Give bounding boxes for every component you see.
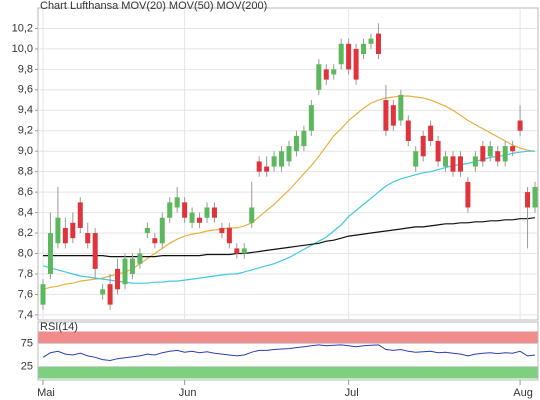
candle-body: [279, 151, 285, 167]
legend-entry: MOV(50): [169, 0, 214, 12]
candle-body: [226, 227, 232, 244]
x-tick-label: Jun: [179, 387, 197, 399]
candle-body: [144, 227, 150, 234]
candle-body: [249, 207, 255, 223]
candle-body: [390, 105, 396, 126]
candle-body: [234, 248, 240, 254]
candle-body: [301, 130, 307, 147]
candle-body: [159, 217, 165, 244]
candle-body: [152, 238, 158, 244]
y-tick-label: 10,0: [12, 43, 33, 55]
candle-body: [338, 43, 344, 65]
x-tick-label: Aug: [513, 387, 533, 399]
y-tick-label: 8,2: [18, 227, 33, 239]
candle-body: [204, 207, 210, 218]
candle-body: [137, 253, 143, 264]
candle-body: [435, 140, 441, 162]
candle-body: [457, 156, 463, 172]
candle-body: [398, 94, 404, 121]
x-tick-label: Jul: [345, 387, 359, 399]
candle-body: [413, 151, 419, 167]
y-tick-label: 8,6: [18, 186, 33, 198]
candle-body: [323, 69, 329, 80]
y-tick-label: 75: [21, 337, 33, 349]
candle-body: [174, 197, 180, 208]
candle-body: [331, 69, 337, 75]
candle-body: [525, 192, 531, 208]
candle-body: [368, 38, 374, 44]
candle-body: [510, 146, 516, 152]
candle-body: [286, 146, 292, 162]
candle-body: [353, 48, 359, 80]
y-tick-label: 9,4: [18, 104, 33, 116]
y-tick-label: 8,4: [18, 206, 33, 218]
candle-body: [167, 202, 173, 218]
y-tick-label: 9,6: [18, 84, 33, 96]
candle-body: [420, 135, 426, 157]
candle-body: [346, 43, 352, 70]
y-tick-label: 8,8: [18, 166, 33, 178]
y-tick-label: 7,4: [18, 309, 33, 321]
candle-body: [197, 217, 203, 223]
candle-body: [405, 120, 411, 141]
y-tick-label: 9,0: [18, 145, 33, 157]
candle-body: [40, 284, 46, 305]
candle-body: [293, 135, 299, 152]
candle-body: [465, 181, 471, 208]
candle-body: [532, 187, 538, 208]
y-tick-label: 10,2: [12, 22, 33, 34]
candle-body: [428, 125, 434, 141]
candle-body: [241, 248, 247, 254]
candle-body: [55, 217, 61, 244]
legend-entry: MOV(200): [217, 0, 268, 12]
y-tick-label: 9,8: [18, 63, 33, 75]
candle-body: [308, 105, 314, 131]
y-tick-label: 7,6: [18, 288, 33, 300]
candle-body: [472, 156, 478, 167]
candle-body: [107, 284, 113, 305]
candle-body: [256, 161, 262, 172]
candle-body: [375, 33, 381, 55]
candle-body: [115, 268, 121, 290]
candle-body: [85, 233, 91, 244]
x-tick-label: Mai: [37, 387, 55, 399]
legend-entry: MOV(20): [121, 0, 166, 12]
candle-body: [480, 146, 486, 162]
chart-title: Chart Lufthansa: [40, 0, 119, 12]
candle-body: [487, 146, 493, 157]
candle-body: [100, 289, 106, 295]
candle-body: [129, 258, 135, 274]
candle-body: [502, 146, 508, 162]
candle-body: [517, 120, 523, 131]
candle-body: [70, 222, 76, 239]
candle-body: [383, 100, 389, 131]
candle-body: [495, 151, 501, 162]
candle-body: [62, 227, 68, 244]
y-tick-label: 9,2: [18, 125, 33, 137]
candle-body: [443, 156, 449, 167]
candle-body: [92, 233, 98, 269]
candle-body: [361, 43, 367, 55]
candle-body: [316, 64, 322, 90]
candle-body: [264, 166, 270, 172]
candle-body: [77, 202, 83, 228]
candle-body: [182, 202, 188, 218]
candle-body: [122, 258, 128, 285]
candle-body: [211, 207, 217, 218]
y-tick-label: 25: [21, 360, 33, 372]
rsi-zone: [38, 331, 538, 344]
rsi-line: [42, 344, 536, 362]
y-tick-label: 8,0: [18, 247, 33, 259]
candle-body: [271, 156, 277, 167]
candle-body: [189, 212, 195, 223]
panel-title: RSI(14): [40, 321, 78, 333]
candle-body: [47, 233, 53, 274]
candle-body: [219, 227, 225, 234]
candle-body: [450, 156, 456, 172]
rsi-zone: [38, 366, 538, 379]
y-tick-label: 7,8: [18, 268, 33, 280]
